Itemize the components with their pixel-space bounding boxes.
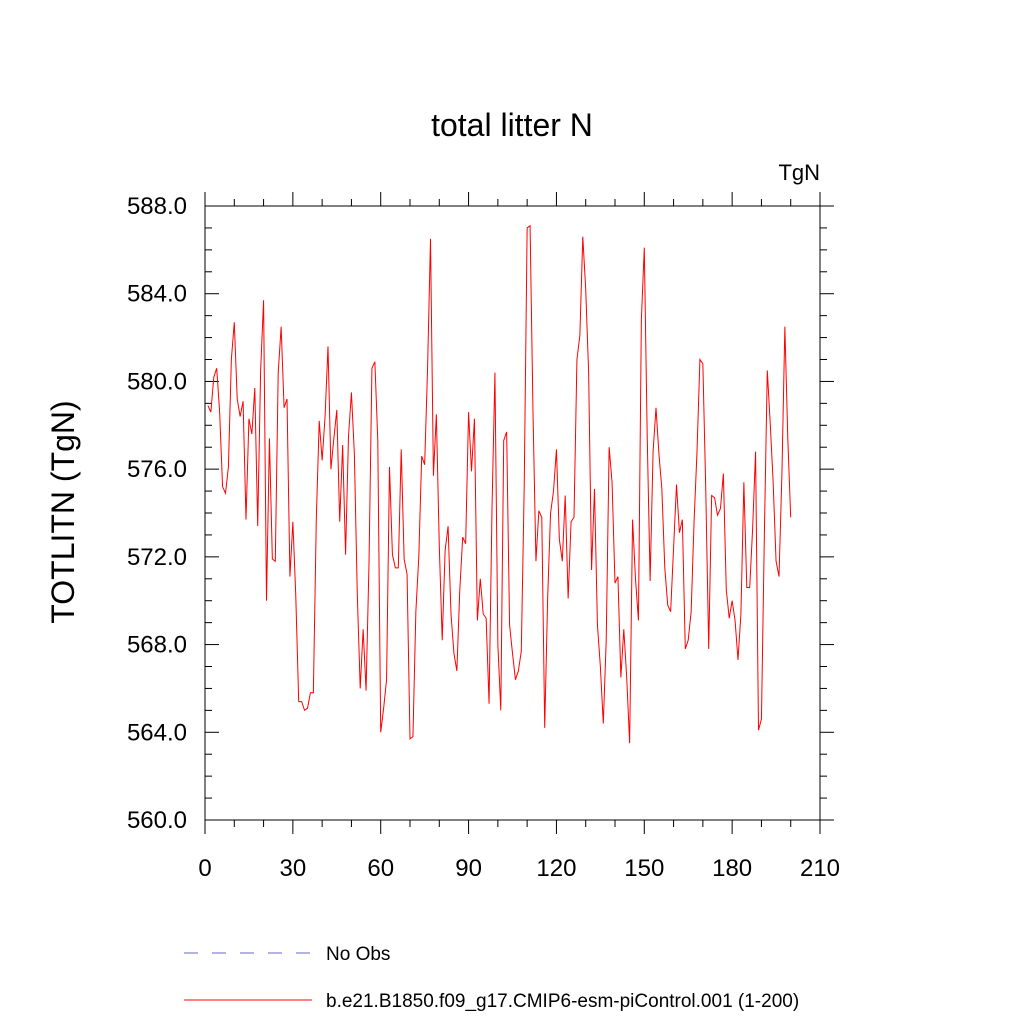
y-tick-label: 576.0 (127, 456, 187, 483)
y-tick-label: 572.0 (127, 544, 187, 571)
y-tick-label: 588.0 (127, 193, 187, 220)
x-tick-labels: 0 30 60 90 120 150 180 210 (198, 855, 840, 882)
x-tick-label: 90 (455, 855, 482, 882)
chart-title: total litter N (431, 107, 593, 143)
y-tick-label: 564.0 (127, 719, 187, 746)
x-tick-label: 180 (712, 855, 752, 882)
series-group (207, 224, 792, 744)
y-tick-label: 560.0 (127, 807, 187, 834)
y-tick-label: 568.0 (127, 632, 187, 659)
legend-label-model: b.e21.B1850.f09_g17.CMIP6-esm-piControl.… (326, 991, 799, 1012)
units-label: TgN (778, 160, 820, 185)
x-tick-label: 150 (624, 855, 664, 882)
x-tick-label: 0 (198, 855, 211, 882)
x-tick-label: 30 (280, 855, 307, 882)
series-line (207, 224, 792, 744)
y-tick-label: 580.0 (127, 368, 187, 395)
y-tick-label: 584.0 (127, 281, 187, 308)
y-tick-labels: 560.0 564.0 568.0 572.0 576.0 580.0 584.0 588.0 (127, 193, 187, 834)
x-tick-label: 210 (800, 855, 840, 882)
legend-label-no-obs: No Obs (326, 944, 390, 965)
axes-ticks (204, 192, 834, 834)
x-tick-label: 60 (367, 855, 394, 882)
plot-frame (204, 205, 821, 821)
y-axis-label: TOTLITN (TgN) (45, 400, 81, 623)
x-tick-label: 120 (536, 855, 576, 882)
legend: No Obs b.e21.B1850.f09_g17.CMIP6-esm-piC… (184, 944, 799, 1012)
